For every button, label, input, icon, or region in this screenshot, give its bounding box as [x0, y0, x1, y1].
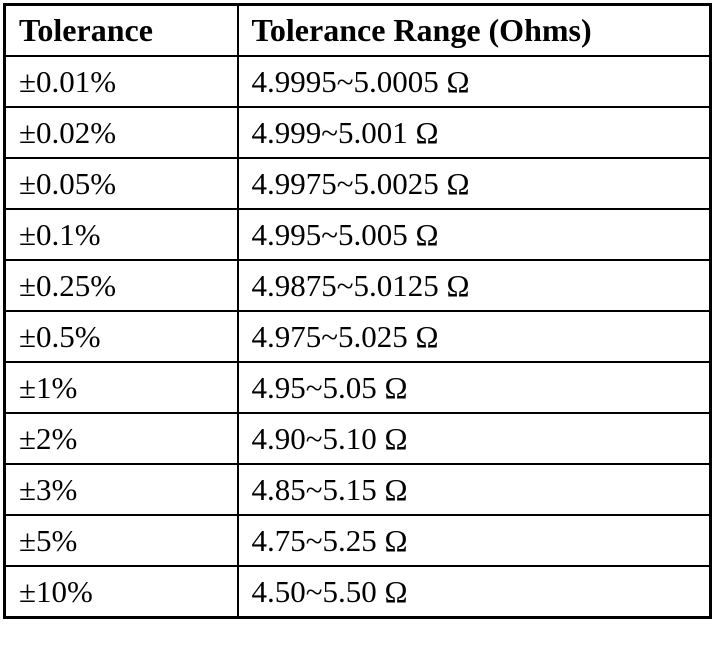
tolerance-cell: ±1%	[3, 361, 239, 414]
header-row: Tolerance Tolerance Range (Ohms)	[3, 3, 712, 57]
table-row: ±2% 4.90~5.10 Ω	[3, 412, 712, 465]
range-cell: 4.999~5.001 Ω	[236, 106, 712, 159]
tolerance-cell: ±0.02%	[3, 106, 239, 159]
tolerance-cell: ±10%	[3, 565, 239, 619]
range-cell: 4.975~5.025 Ω	[236, 310, 712, 363]
range-cell: 4.50~5.50 Ω	[236, 565, 712, 619]
range-cell: 4.995~5.005 Ω	[236, 208, 712, 261]
range-cell: 4.90~5.10 Ω	[236, 412, 712, 465]
range-cell: 4.85~5.15 Ω	[236, 463, 712, 516]
table-row: ±0.1% 4.995~5.005 Ω	[3, 208, 712, 261]
tolerance-cell: ±0.05%	[3, 157, 239, 210]
table-row: ±0.01% 4.9995~5.0005 Ω	[3, 55, 712, 108]
range-cell: 4.75~5.25 Ω	[236, 514, 712, 567]
tolerance-cell: ±0.25%	[3, 259, 239, 312]
column-header-tolerance: Tolerance	[3, 3, 239, 57]
tolerance-cell: ±3%	[3, 463, 239, 516]
table-row: ±0.25% 4.9875~5.0125 Ω	[3, 259, 712, 312]
table-row: ±3% 4.85~5.15 Ω	[3, 463, 712, 516]
tolerance-table: Tolerance Tolerance Range (Ohms) ±0.01% …	[3, 3, 712, 619]
table-row: ±10% 4.50~5.50 Ω	[3, 565, 712, 619]
tolerance-cell: ±5%	[3, 514, 239, 567]
column-header-tolerance-range: Tolerance Range (Ohms)	[236, 3, 712, 57]
tolerance-cell: ±0.1%	[3, 208, 239, 261]
table-row: ±0.05% 4.9975~5.0025 Ω	[3, 157, 712, 210]
table-row: ±0.02% 4.999~5.001 Ω	[3, 106, 712, 159]
range-cell: 4.9875~5.0125 Ω	[236, 259, 712, 312]
table-row: ±1% 4.95~5.05 Ω	[3, 361, 712, 414]
tolerance-cell: ±2%	[3, 412, 239, 465]
tolerance-cell: ±0.01%	[3, 55, 239, 108]
table-row: ±5% 4.75~5.25 Ω	[3, 514, 712, 567]
table-row: ±0.5% 4.975~5.025 Ω	[3, 310, 712, 363]
range-cell: 4.95~5.05 Ω	[236, 361, 712, 414]
range-cell: 4.9975~5.0025 Ω	[236, 157, 712, 210]
tolerance-cell: ±0.5%	[3, 310, 239, 363]
range-cell: 4.9995~5.0005 Ω	[236, 55, 712, 108]
